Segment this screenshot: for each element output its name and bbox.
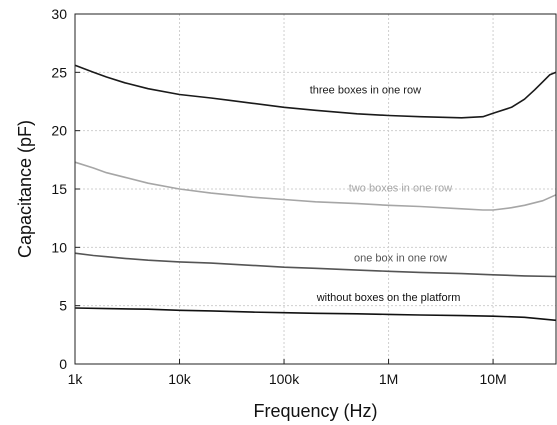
x-tick-label: 100k <box>269 371 300 387</box>
series-label-0: three boxes in one row <box>310 84 421 96</box>
series-label-1: two boxes in one row <box>349 182 452 194</box>
series-line-0 <box>74 64 557 119</box>
y-tick-label: 15 <box>51 181 67 197</box>
x-axis-ticks: 1k 10k 100k 1M 10M <box>68 359 507 387</box>
x-axis-title: Frequency (Hz) <box>253 401 377 421</box>
y-axis-title: Capacitance (pF) <box>15 120 35 258</box>
series-line-2 <box>74 252 557 278</box>
y-tick-label: 20 <box>51 123 67 139</box>
series-line-1 <box>74 161 557 211</box>
series-labels: three boxes in one row two boxes in one r… <box>310 84 461 304</box>
series-line-3 <box>74 307 557 322</box>
x-tick-label: 1k <box>68 371 84 387</box>
y-tick-label: 30 <box>51 6 67 22</box>
y-tick-label: 5 <box>59 298 67 314</box>
x-tick-label: 10M <box>479 371 506 387</box>
y-axis-ticks: 0 5 10 15 20 25 30 <box>51 6 80 372</box>
y-tick-label: 10 <box>51 239 67 255</box>
y-tick-label: 25 <box>51 64 67 80</box>
series-label-2: one box in one row <box>354 252 447 264</box>
grid-lines <box>74 14 556 364</box>
series-lines <box>74 64 557 322</box>
x-tick-label: 10k <box>168 371 192 387</box>
x-tick-label: 1M <box>379 371 398 387</box>
y-tick-label: 0 <box>59 356 67 372</box>
series-label-3: without boxes on the platform <box>316 292 461 304</box>
